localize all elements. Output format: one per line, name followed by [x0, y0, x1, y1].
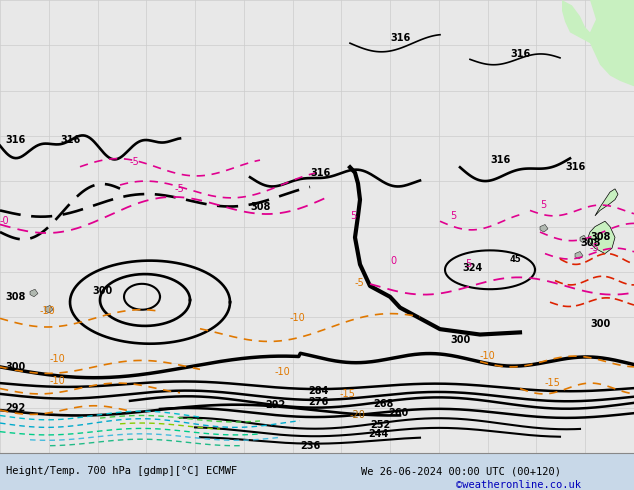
Text: 308: 308: [250, 202, 270, 212]
Text: 252: 252: [371, 420, 391, 430]
Text: -5: -5: [355, 278, 365, 288]
Polygon shape: [588, 221, 615, 254]
Text: ©weatheronline.co.uk: ©weatheronline.co.uk: [456, 480, 581, 490]
Text: We 26-06-2024 00:00 UTC (00+120): We 26-06-2024 00:00 UTC (00+120): [361, 466, 561, 476]
Polygon shape: [580, 235, 587, 243]
Text: -20: -20: [350, 411, 366, 420]
Text: 300: 300: [92, 286, 112, 296]
Text: 308: 308: [5, 292, 25, 302]
Text: -10: -10: [40, 306, 56, 316]
Text: 284: 284: [308, 386, 328, 396]
Text: 268: 268: [373, 399, 393, 409]
Text: 0: 0: [390, 256, 396, 266]
Text: -15: -15: [545, 378, 561, 388]
Text: -0: -0: [0, 216, 10, 226]
Text: 308: 308: [590, 232, 611, 243]
Text: 260: 260: [388, 408, 408, 418]
Text: 308: 308: [580, 238, 600, 248]
Text: 300: 300: [590, 319, 611, 329]
Text: 236: 236: [301, 441, 321, 451]
Text: 292: 292: [5, 403, 25, 413]
Text: 316: 316: [60, 135, 81, 146]
Text: -10: -10: [50, 376, 66, 386]
Polygon shape: [45, 305, 53, 313]
Text: -5: -5: [175, 184, 184, 194]
Text: -10: -10: [50, 354, 66, 365]
Text: 5: 5: [540, 200, 547, 210]
Text: 45: 45: [510, 254, 522, 264]
Text: 324: 324: [462, 263, 482, 272]
Text: -10: -10: [290, 313, 306, 323]
Text: -5: -5: [590, 243, 600, 253]
Text: 300: 300: [450, 335, 470, 345]
Polygon shape: [590, 0, 634, 70]
Polygon shape: [30, 289, 38, 297]
Text: -10: -10: [480, 351, 496, 361]
Text: 292: 292: [265, 400, 285, 410]
Text: 276: 276: [308, 397, 328, 407]
Text: -10: -10: [275, 368, 291, 377]
Text: 5: 5: [450, 211, 456, 221]
Text: -5: -5: [130, 157, 139, 167]
Polygon shape: [540, 224, 548, 232]
Text: 316: 316: [510, 49, 530, 59]
Text: 300: 300: [5, 362, 25, 372]
Polygon shape: [595, 189, 618, 216]
Text: 316: 316: [490, 155, 510, 165]
Text: 5: 5: [350, 211, 356, 221]
Text: 316: 316: [565, 162, 585, 172]
Text: 5: 5: [465, 259, 471, 270]
Text: 244: 244: [368, 429, 389, 439]
Text: 316: 316: [5, 135, 25, 146]
Text: Height/Temp. 700 hPa [gdmp][°C] ECMWF: Height/Temp. 700 hPa [gdmp][°C] ECMWF: [6, 466, 238, 476]
Polygon shape: [562, 0, 634, 86]
Text: 316: 316: [390, 33, 410, 43]
Polygon shape: [575, 251, 583, 259]
Text: 316: 316: [310, 168, 330, 178]
Text: -15: -15: [340, 389, 356, 399]
